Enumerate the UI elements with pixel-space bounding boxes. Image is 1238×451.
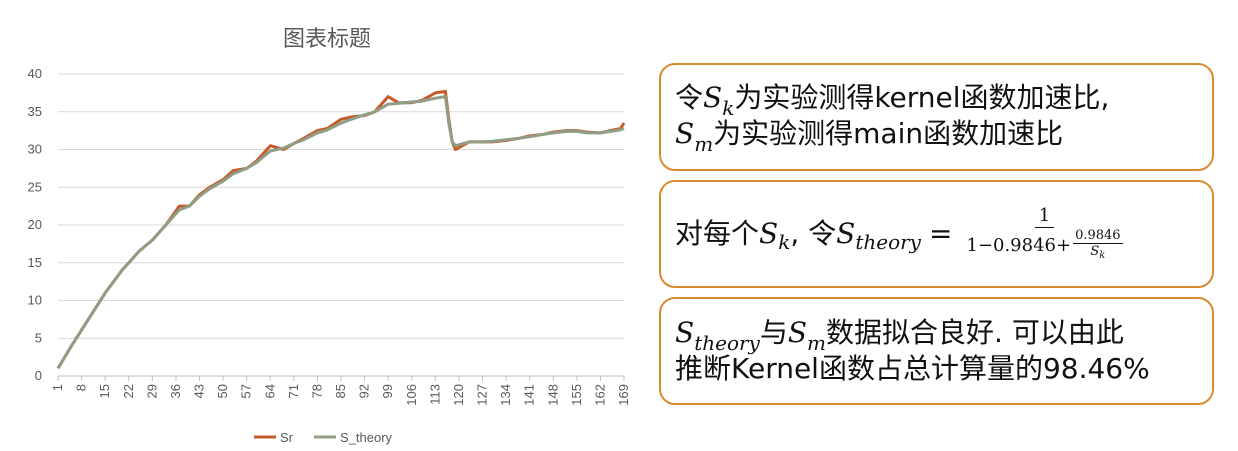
x-tick-label: 29 [144,384,159,398]
x-tick-label: 15 [97,384,112,398]
x-tick-label: 1 [50,384,65,391]
x-tick-label: 127 [475,384,490,406]
y-tick-label: 40 [28,66,42,81]
line-chart: 图表标题 0 5 10 15 20 25 30 35 40 1 8 15 22 29 36 43 50 57 64 7… [28,27,631,445]
y-tick-label: 15 [28,255,42,270]
x-tick-label: 50 [215,384,230,398]
x-tick-label: 22 [121,384,136,398]
x-tick-label: 155 [569,384,584,406]
y-tick-label: 30 [28,142,42,157]
conclusion-box: Stheory与Sm数据拟合良好. 可以由此 推断Kernel函数占总计算量的9… [659,297,1214,405]
x-tick-label: 120 [451,384,466,406]
legend-label: Sr [280,430,294,445]
chart-legend: Sr S_theory [254,430,393,445]
definition-box: 令Sk为实验测得kernel函数加速比, Sm为实验测得main函数加速比 [659,63,1214,171]
x-tick-label: 78 [309,384,324,398]
y-tick-label: 20 [28,217,42,232]
y-tick-label: 0 [35,368,42,383]
x-tick-label: 99 [380,384,395,398]
x-tick-label: 71 [286,384,301,398]
x-tick-label: 169 [616,384,631,406]
x-tick-label: 57 [239,384,254,398]
x-tick-label: 141 [522,384,537,406]
x-tick-label: 92 [357,384,372,398]
definition-line-2: Sm为实验测得main函数加速比 [675,117,1064,156]
x-tick-label: 134 [498,384,513,406]
conclusion-line-2: 推断Kernel函数占总计算量的98.46% [675,352,1150,385]
y-tick-label: 10 [28,293,42,308]
conclusion-line-1: Stheory与Sm数据拟合良好. 可以由此 [675,316,1124,355]
x-tick-label: 162 [592,384,607,406]
legend-label: S_theory [340,430,393,445]
definition-line-1: 令Sk为实验测得kernel函数加速比, [675,81,1110,120]
series-lines [56,89,626,370]
y-tick-label: 35 [28,104,42,119]
series-line-s-theory [56,95,625,370]
x-tick-label: 8 [74,384,89,391]
formula-fraction: 1 1−0.9846+ 0.9846 Sk [966,205,1123,261]
x-tick-label: 148 [545,384,560,406]
x-tick-label: 43 [192,384,207,398]
series-line-sr [56,89,626,370]
axes: 0 5 10 15 20 25 30 35 40 1 8 15 22 29 36 43 50 57 64 71 78 85… [28,66,631,406]
chart-title: 图表标题 [283,27,371,52]
y-tick-label: 25 [28,179,42,194]
x-tick-label: 64 [262,384,277,398]
x-tick-label: 106 [404,384,419,406]
y-tick-label: 5 [35,330,42,345]
x-tick-label: 36 [168,384,183,398]
x-tick-label: 85 [333,384,348,398]
x-tick-label: 113 [427,384,442,405]
gridlines [58,73,624,339]
